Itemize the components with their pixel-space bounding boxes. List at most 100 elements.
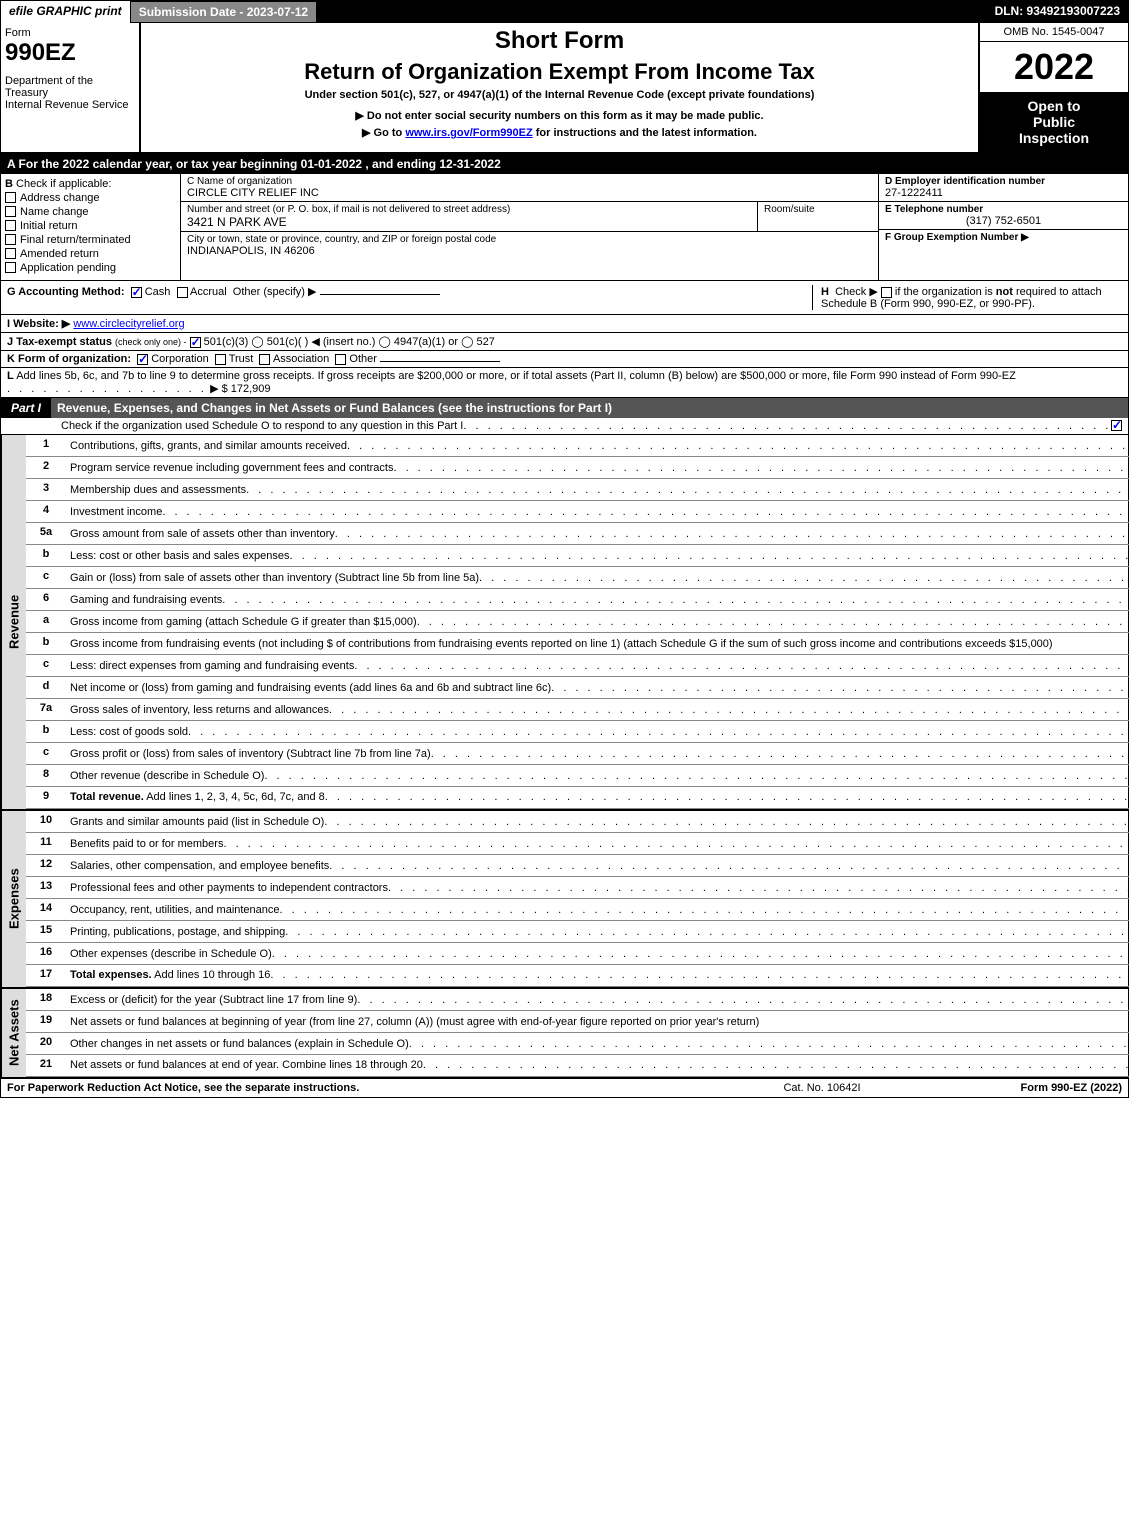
under-section: Under section 501(c), 527, or 4947(a)(1)…	[151, 89, 968, 101]
line-number: 8	[26, 765, 66, 786]
table-row: 12Salaries, other compensation, and empl…	[26, 855, 1129, 877]
section-j: J Tax-exempt status (check only one) - 5…	[1, 333, 1128, 351]
line-description: Total expenses. Add lines 10 through 16▶	[66, 965, 1129, 986]
line-number: 21	[26, 1055, 66, 1076]
phone: (317) 752-6501	[885, 215, 1122, 227]
line-description: Printing, publications, postage, and shi…	[66, 921, 1129, 942]
dln: DLN: 93492193007223	[987, 1, 1128, 23]
table-row: 18Excess or (deficit) for the year (Subt…	[26, 989, 1129, 1011]
line-description: Professional fees and other payments to …	[66, 877, 1129, 898]
website-link[interactable]: www.circlecityrelief.org	[73, 318, 184, 330]
table-row: bLess: cost or other basis and sales exp…	[26, 545, 1129, 567]
street-block: Number and street (or P. O. box, if mail…	[181, 202, 878, 232]
info-grid: B Check if applicable: Address change Na…	[1, 174, 1128, 281]
line-number: 2	[26, 457, 66, 478]
line-description: Less: cost or other basis and sales expe…	[66, 545, 1129, 566]
table-row: 6Gaming and fundraising events	[26, 589, 1129, 611]
submission-date: Submission Date - 2023-07-12	[130, 1, 317, 23]
table-row: 16Other expenses (describe in Schedule O…	[26, 943, 1129, 965]
line-description: Other revenue (describe in Schedule O)	[66, 765, 1129, 786]
table-row: 8Other revenue (describe in Schedule O)8	[26, 765, 1129, 787]
line-number: b	[26, 721, 66, 742]
line-description: Gaming and fundraising events	[66, 589, 1129, 610]
check-initial-return: Initial return	[5, 220, 176, 232]
line-number: 12	[26, 855, 66, 876]
table-row: 15Printing, publications, postage, and s…	[26, 921, 1129, 943]
line-number: 10	[26, 811, 66, 832]
org-name-label: C Name of organization	[187, 176, 872, 187]
form-label: Form	[5, 27, 135, 39]
line-description: Other expenses (describe in Schedule O)	[66, 943, 1129, 964]
checkbox-cash[interactable]	[131, 287, 142, 298]
street-label: Number and street (or P. O. box, if mail…	[187, 204, 751, 215]
line-description: Investment income	[66, 501, 1129, 522]
footer: For Paperwork Reduction Act Notice, see …	[1, 1077, 1128, 1097]
checkbox-icon[interactable]	[5, 220, 16, 231]
table-row: 14Occupancy, rent, utilities, and mainte…	[26, 899, 1129, 921]
checkbox-accrual[interactable]	[177, 287, 188, 298]
revenue-side-label: Revenue	[1, 435, 26, 809]
header-center: Short Form Return of Organization Exempt…	[141, 23, 978, 152]
line-description: Excess or (deficit) for the year (Subtra…	[66, 989, 1129, 1010]
omb-number: OMB No. 1545-0047	[980, 23, 1128, 42]
gross-receipts: 172,909	[231, 383, 271, 395]
check-name-change: Name change	[5, 206, 176, 218]
checkbox-icon[interactable]	[5, 192, 16, 203]
table-row: 11Benefits paid to or for members11	[26, 833, 1129, 855]
table-row: dNet income or (loss) from gaming and fu…	[26, 677, 1129, 699]
header-left: Form 990EZ Department of the TreasuryInt…	[1, 23, 141, 152]
section-a: A For the 2022 calendar year, or tax yea…	[1, 154, 1128, 174]
checkbox-icon[interactable]	[5, 262, 16, 273]
checkbox-501c3[interactable]	[190, 337, 201, 348]
line-description: Gross income from gaming (attach Schedul…	[66, 611, 1129, 632]
table-row: cGain or (loss) from sale of assets othe…	[26, 567, 1129, 589]
line-description: Net income or (loss) from gaming and fun…	[66, 677, 1129, 698]
part1-title: Revenue, Expenses, and Changes in Net As…	[51, 398, 1128, 418]
checkbox-icon[interactable]	[5, 248, 16, 259]
checkbox-assoc[interactable]	[259, 354, 270, 365]
line-number: 6	[26, 589, 66, 610]
line-number: 20	[26, 1033, 66, 1054]
line-description: Grants and similar amounts paid (list in…	[66, 811, 1129, 832]
part1-header: Part I Revenue, Expenses, and Changes in…	[1, 398, 1128, 418]
line-number: 4	[26, 501, 66, 522]
line-description: Membership dues and assessments	[66, 479, 1129, 500]
section-l: L Add lines 5b, 6c, and 7b to line 9 to …	[1, 368, 1128, 398]
line-number: c	[26, 567, 66, 588]
checkbox-other[interactable]	[335, 354, 346, 365]
checkbox-icon[interactable]	[5, 234, 16, 245]
check-pending: Application pending	[5, 262, 176, 274]
checkbox-icon[interactable]	[5, 206, 16, 217]
line-number: 9	[26, 787, 66, 808]
ein-block: D Employer identification number 27-1222…	[879, 174, 1128, 202]
table-row: aGross income from gaming (attach Schedu…	[26, 611, 1129, 633]
table-row: 10Grants and similar amounts paid (list …	[26, 811, 1129, 833]
section-i: I Website: ▶ www.circlecityrelief.org	[1, 315, 1128, 333]
line-description: Gross profit or (loss) from sales of inv…	[66, 743, 1129, 764]
section-d: D Employer identification number 27-1222…	[878, 174, 1128, 280]
line-description: Benefits paid to or for members	[66, 833, 1129, 854]
group-label: F Group Exemption Number ▶	[885, 232, 1122, 243]
org-name-block: C Name of organization CIRCLE CITY RELIE…	[181, 174, 878, 202]
irs-link[interactable]: www.irs.gov/Form990EZ	[405, 127, 532, 139]
checkbox-schedule-o[interactable]	[1111, 420, 1122, 431]
netassets-group: Net Assets 18Excess or (deficit) for the…	[1, 987, 1128, 1077]
phone-label: E Telephone number	[885, 204, 1122, 215]
section-c: C Name of organization CIRCLE CITY RELIE…	[181, 174, 878, 280]
table-row: 9Total revenue. Add lines 1, 2, 3, 4, 5c…	[26, 787, 1129, 809]
line-number: 5a	[26, 523, 66, 544]
table-row: 17Total expenses. Add lines 10 through 1…	[26, 965, 1129, 987]
netassets-side-label: Net Assets	[1, 989, 26, 1077]
expenses-rows: 10Grants and similar amounts paid (list …	[26, 811, 1129, 987]
sections-g-h: G Accounting Method: Cash Accrual Other …	[1, 281, 1128, 315]
checkbox-schedule-b[interactable]	[881, 287, 892, 298]
street-left: Number and street (or P. O. box, if mail…	[181, 202, 758, 231]
table-row: 20Other changes in net assets or fund ba…	[26, 1033, 1129, 1055]
checkbox-corp[interactable]	[137, 354, 148, 365]
table-row: 13Professional fees and other payments t…	[26, 877, 1129, 899]
street: 3421 N PARK AVE	[187, 215, 751, 229]
revenue-rows: 1Contributions, gifts, grants, and simil…	[26, 435, 1129, 809]
checkbox-trust[interactable]	[215, 354, 226, 365]
line-number: c	[26, 743, 66, 764]
header-right: OMB No. 1545-0047 2022 Open toPublicInsp…	[978, 23, 1128, 152]
